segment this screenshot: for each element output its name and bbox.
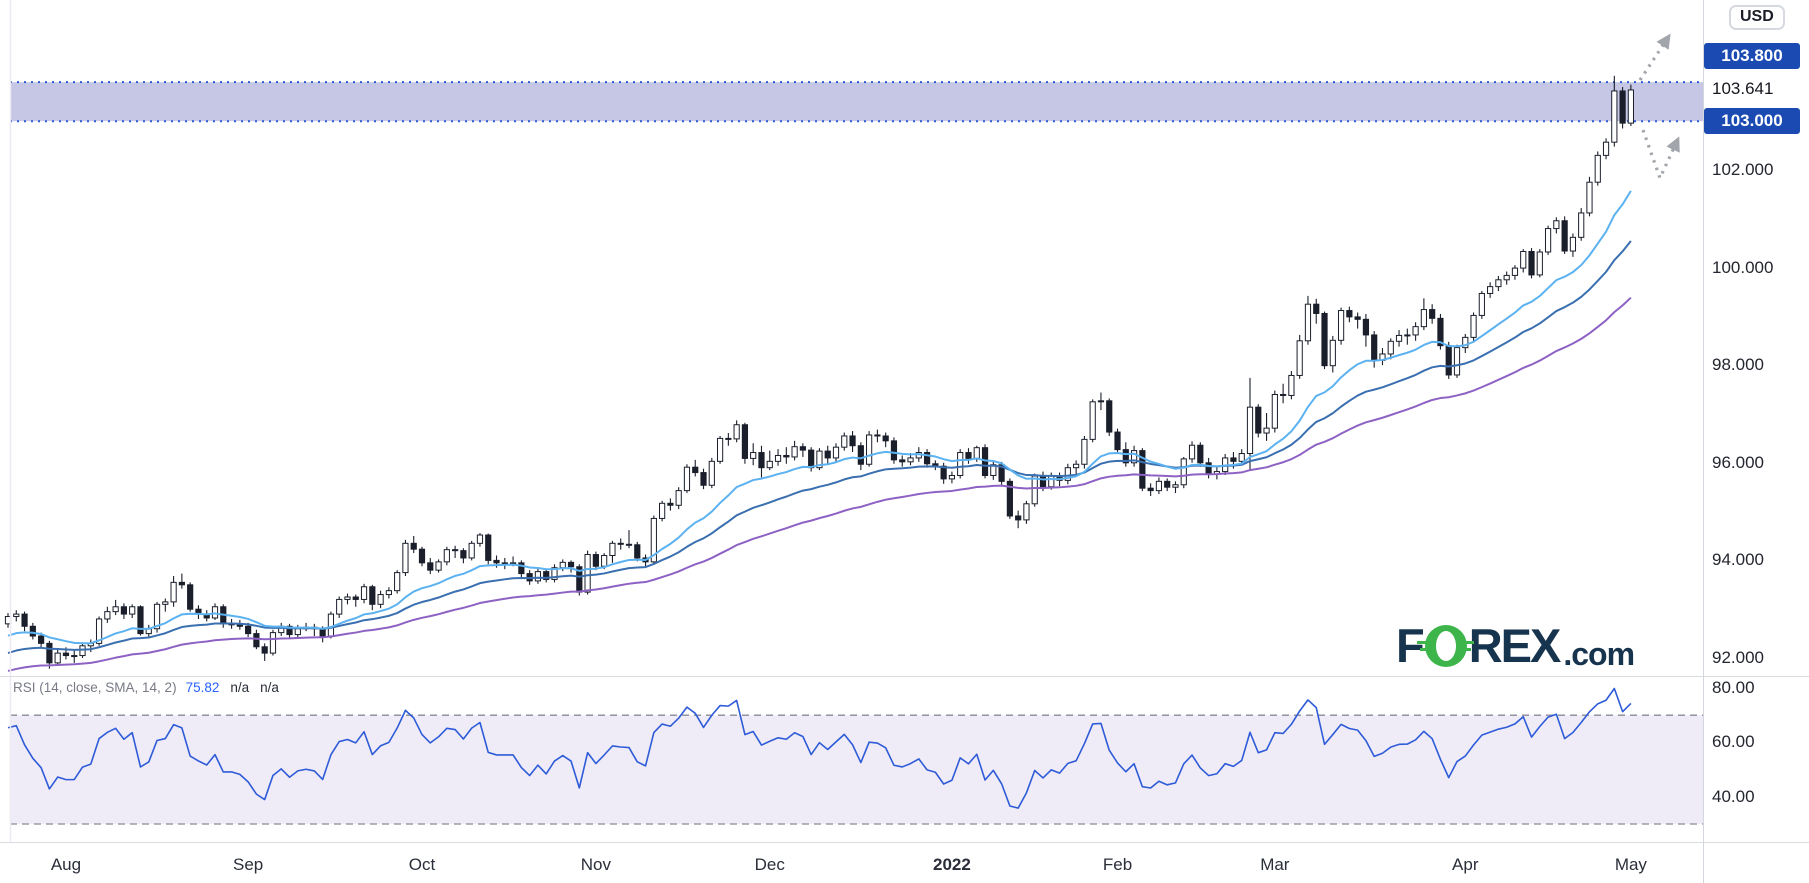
rsi-axis-tick: 80.00	[1712, 678, 1755, 697]
time-axis-tick-may: May	[1614, 855, 1647, 874]
candlestick-series	[4, 75, 1634, 669]
scenario-arrows	[1638, 33, 1680, 183]
forexcom-watermark-logo: F REX .com	[1396, 619, 1635, 672]
highlight-band-rect	[10, 82, 1703, 122]
price-axis-tick: 100.000	[1712, 257, 1774, 277]
logo-o-globe-icon	[1416, 625, 1474, 667]
price-axis-tick: 94.000	[1712, 550, 1764, 570]
lower-level-price-badge: 103.000	[1704, 108, 1800, 134]
upper-level-price-badge: 103.800	[1704, 43, 1800, 69]
time-axis-tick-apr: Apr	[1452, 855, 1479, 874]
rsi-legend-na-1: n/a	[230, 680, 250, 695]
rsi-band-rect	[10, 715, 1703, 824]
rsi-axis-tick: 40.00	[1712, 786, 1755, 806]
ma-slow-line	[7, 296, 1632, 672]
price-axis-tick: 96.000	[1712, 452, 1764, 472]
ma-medium-line	[7, 240, 1632, 654]
resistance-band	[10, 81, 1703, 123]
time-axis-tick-feb: Feb	[1102, 855, 1133, 874]
last-price-label: 103.641	[1712, 79, 1774, 98]
bullish-scenario-arrow	[1638, 33, 1671, 81]
time-axis-tick-nov: Nov	[580, 855, 611, 874]
rsi-legend-title: RSI (14, close, SMA, 14, 2)	[13, 680, 177, 695]
time-axis-tick-oct: Oct	[408, 855, 436, 874]
time-axis-tick-dec: Dec	[754, 855, 785, 874]
pullback-bounce-scenario-arrow	[1641, 129, 1680, 183]
rsi-axis-tick: 60.00	[1712, 732, 1755, 752]
rsi-panel-plot	[7, 687, 1703, 825]
moving-average-lines	[7, 190, 1632, 672]
rsi-indicator-legend[interactable]: RSI (14, close, SMA, 14, 2) 75.82 n/a n/a	[13, 679, 279, 697]
price-axis-tick: 102.000	[1712, 160, 1774, 179]
time-axis-tick-sep: Sep	[232, 855, 264, 874]
rsi-line	[7, 687, 1632, 809]
time-axis-tick-aug: Aug	[50, 855, 82, 874]
rsi-legend-value: 75.82	[185, 680, 220, 695]
price-axis-tick: 98.000	[1712, 355, 1764, 375]
price-axis-tick: 92.000	[1712, 648, 1764, 667]
time-axis-tick-2022: 2022	[932, 855, 971, 874]
logo-letters-rex: REX	[1468, 619, 1562, 672]
logo-letter-f: F	[1396, 619, 1425, 672]
rsi-legend-na-2: n/a	[260, 680, 279, 695]
time-axis-tick-mar: Mar	[1260, 855, 1290, 874]
currency-button[interactable]: USD	[1729, 5, 1785, 30]
ma-fast-line	[7, 190, 1632, 645]
logo-dotcom: .com	[1563, 636, 1635, 672]
